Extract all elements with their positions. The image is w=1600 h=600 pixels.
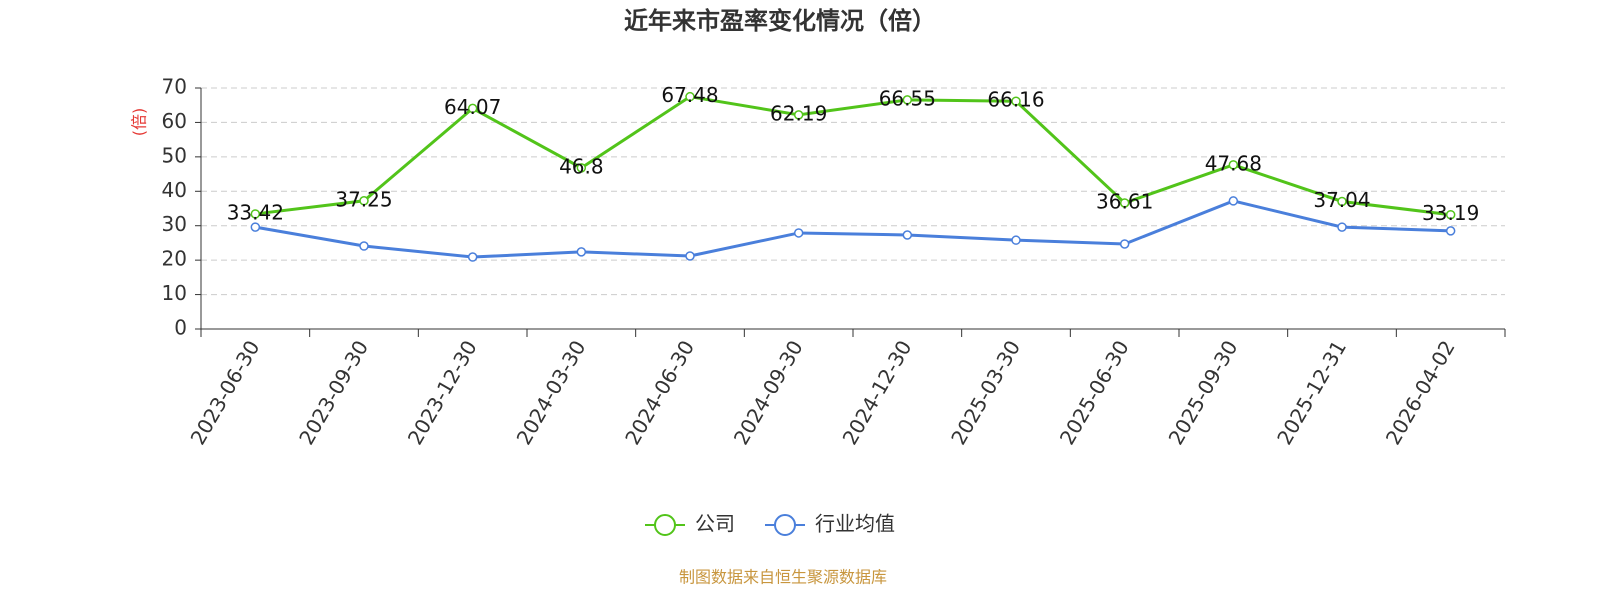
point bbox=[359, 196, 369, 206]
point bbox=[576, 163, 587, 173]
point bbox=[1445, 226, 1456, 236]
chart-title: 近年来市盈率变化情况（倍） bbox=[624, 7, 936, 35]
data-label: 33.42 bbox=[227, 200, 284, 224]
series-line bbox=[255, 95, 1451, 217]
data-label: 33.19 bbox=[1422, 201, 1479, 225]
point bbox=[576, 247, 587, 257]
y-axis-label: (倍) bbox=[130, 108, 149, 137]
legend-label: 公司 bbox=[695, 512, 735, 536]
y-tick-label: 60 bbox=[162, 109, 187, 133]
point bbox=[1119, 198, 1130, 208]
point bbox=[793, 228, 804, 238]
data-label: 37.25 bbox=[335, 187, 392, 211]
x-tick-label: 2025-06-30 bbox=[1055, 336, 1134, 449]
point bbox=[1119, 239, 1130, 249]
x-tick-label: 2025-03-30 bbox=[946, 336, 1025, 449]
x-tick-label: 2025-09-30 bbox=[1164, 336, 1243, 449]
y-tick-label: 20 bbox=[162, 247, 187, 271]
data-label: 37.04 bbox=[1313, 188, 1370, 212]
x-tick-label: 2024-06-30 bbox=[620, 336, 699, 449]
data-label: 66.16 bbox=[987, 88, 1044, 112]
x-tick-label: 2023-09-30 bbox=[294, 336, 373, 449]
point bbox=[1445, 209, 1456, 220]
y-tick-label: 50 bbox=[162, 143, 187, 167]
y-tick-label: 70 bbox=[162, 75, 187, 99]
source-note: 制图数据来自恒生聚源数据库 bbox=[679, 568, 887, 587]
data-label: 36.61 bbox=[1096, 189, 1153, 213]
point bbox=[902, 230, 913, 240]
point bbox=[250, 209, 261, 219]
x-tick-label: 2024-12-30 bbox=[838, 336, 917, 449]
x-tick-label: 2023-12-30 bbox=[403, 336, 482, 449]
point bbox=[1337, 222, 1347, 232]
point bbox=[359, 241, 369, 251]
y-tick-label: 10 bbox=[162, 281, 187, 305]
point bbox=[467, 103, 478, 114]
point bbox=[1228, 160, 1239, 170]
legend-marker bbox=[654, 514, 676, 536]
point bbox=[467, 252, 478, 262]
x-tick-label: 2023-06-30 bbox=[186, 336, 265, 449]
x-tick-label: 2025-12-31 bbox=[1272, 336, 1351, 449]
x-tick-label: 2026-04-02 bbox=[1381, 336, 1460, 449]
point bbox=[902, 95, 913, 105]
y-tick-label: 0 bbox=[174, 316, 187, 340]
y-tick-label: 40 bbox=[162, 178, 187, 202]
data-label: 47.68 bbox=[1205, 151, 1262, 175]
legend-label: 行业均值 bbox=[815, 512, 895, 536]
point bbox=[1337, 196, 1347, 207]
data-label: 66.55 bbox=[879, 86, 936, 110]
legend-marker bbox=[774, 514, 796, 536]
point bbox=[1011, 96, 1021, 106]
series-line bbox=[255, 199, 1451, 259]
point bbox=[250, 222, 261, 232]
data-label: 67.48 bbox=[661, 83, 718, 107]
point bbox=[685, 251, 695, 261]
x-tick-label: 2024-03-30 bbox=[512, 336, 591, 449]
point bbox=[793, 110, 804, 120]
y-tick-label: 30 bbox=[162, 212, 187, 236]
data-label: 46.8 bbox=[559, 154, 604, 178]
point bbox=[685, 91, 695, 102]
data-label: 64.07 bbox=[444, 95, 501, 119]
x-tick-label: 2024-09-30 bbox=[729, 336, 808, 449]
data-label: 62.19 bbox=[770, 101, 827, 125]
point bbox=[1011, 235, 1021, 245]
point bbox=[1228, 196, 1239, 206]
